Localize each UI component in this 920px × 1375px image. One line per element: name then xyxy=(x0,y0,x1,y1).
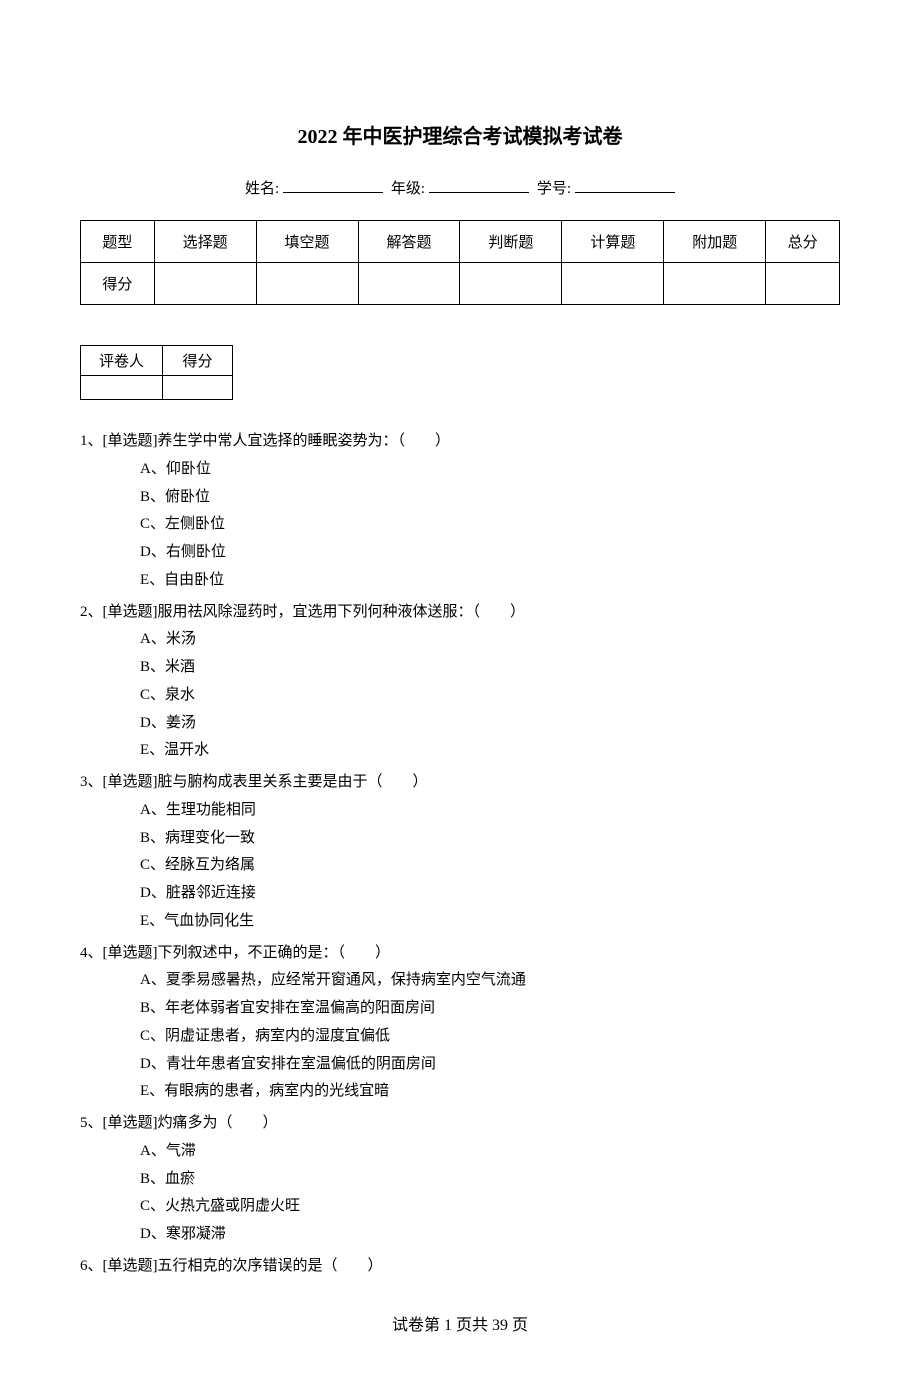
option: D、右侧卧位 xyxy=(140,539,840,567)
score-header-cell: 解答题 xyxy=(358,221,460,263)
question-stem: 2、[单选题]服用祛风除湿药时，宜选用下列何种液体送服：（ ） xyxy=(80,599,840,627)
option: B、米酒 xyxy=(140,654,840,682)
question: 2、[单选题]服用祛风除湿药时，宜选用下列何种液体送服：（ ）A、米汤B、米酒C… xyxy=(80,599,840,766)
question-stem: 4、[单选题]下列叙述中，不正确的是：（ ） xyxy=(80,940,840,968)
option: A、夏季易感暑热，应经常开窗通风，保持病室内空气流通 xyxy=(140,967,840,995)
score-cell xyxy=(766,263,840,305)
grader-table: 评卷人 得分 xyxy=(80,345,233,400)
option: C、经脉互为络属 xyxy=(140,852,840,880)
score-header-cell: 计算题 xyxy=(562,221,664,263)
question: 3、[单选题]脏与腑构成表里关系主要是由于（ ）A、生理功能相同B、病理变化一致… xyxy=(80,769,840,936)
name-label: 姓名: xyxy=(245,181,279,197)
option: D、姜汤 xyxy=(140,710,840,738)
option: B、年老体弱者宜安排在室温偏高的阳面房间 xyxy=(140,995,840,1023)
question: 6、[单选题]五行相克的次序错误的是（ ） xyxy=(80,1253,840,1281)
score-value-row: 得分 xyxy=(81,263,840,305)
option: E、有眼病的患者，病室内的光线宜暗 xyxy=(140,1078,840,1106)
score-header-row: 题型 选择题 填空题 解答题 判断题 计算题 附加题 总分 xyxy=(81,221,840,263)
score-header-cell: 判断题 xyxy=(460,221,562,263)
grade-blank xyxy=(429,178,529,193)
score-header-cell: 填空题 xyxy=(256,221,358,263)
option: D、脏器邻近连接 xyxy=(140,880,840,908)
option: B、俯卧位 xyxy=(140,484,840,512)
option: A、米汤 xyxy=(140,626,840,654)
option: E、气血协同化生 xyxy=(140,908,840,936)
grader-label: 评卷人 xyxy=(81,346,163,376)
option: E、自由卧位 xyxy=(140,567,840,595)
score-row-label: 得分 xyxy=(81,263,155,305)
score-cell xyxy=(664,263,766,305)
options: A、生理功能相同B、病理变化一致C、经脉互为络属D、脏器邻近连接E、气血协同化生 xyxy=(80,797,840,936)
grade-label: 年级: xyxy=(391,181,425,197)
score-header-cell: 题型 xyxy=(81,221,155,263)
name-blank xyxy=(283,178,383,193)
question: 4、[单选题]下列叙述中，不正确的是：（ ）A、夏季易感暑热，应经常开窗通风，保… xyxy=(80,940,840,1107)
score-cell xyxy=(562,263,664,305)
options: A、米汤B、米酒C、泉水D、姜汤E、温开水 xyxy=(80,626,840,765)
score-cell xyxy=(256,263,358,305)
score-header-cell: 总分 xyxy=(766,221,840,263)
option: A、仰卧位 xyxy=(140,456,840,484)
option: C、火热亢盛或阴虚火旺 xyxy=(140,1193,840,1221)
option: A、气滞 xyxy=(140,1138,840,1166)
option: D、青壮年患者宜安排在室温偏低的阴面房间 xyxy=(140,1051,840,1079)
questions-container: 1、[单选题]养生学中常人宜选择的睡眠姿势为：（ ）A、仰卧位B、俯卧位C、左侧… xyxy=(80,428,840,1281)
exam-title: 2022 年中医护理综合考试模拟考试卷 xyxy=(80,120,840,149)
option: C、左侧卧位 xyxy=(140,511,840,539)
option: B、病理变化一致 xyxy=(140,825,840,853)
options: A、气滞B、血瘀C、火热亢盛或阴虚火旺D、寒邪凝滞 xyxy=(80,1138,840,1249)
score-table: 题型 选择题 填空题 解答题 判断题 计算题 附加题 总分 得分 xyxy=(80,220,840,305)
question-stem: 1、[单选题]养生学中常人宜选择的睡眠姿势为：（ ） xyxy=(80,428,840,456)
id-label: 学号: xyxy=(537,181,571,197)
option: C、阴虚证患者，病室内的湿度宜偏低 xyxy=(140,1023,840,1051)
grader-score-blank xyxy=(163,376,233,400)
options: A、夏季易感暑热，应经常开窗通风，保持病室内空气流通B、年老体弱者宜安排在室温偏… xyxy=(80,967,840,1106)
score-cell xyxy=(358,263,460,305)
page-footer: 试卷第 1 页共 39 页 xyxy=(80,1311,840,1335)
score-cell xyxy=(460,263,562,305)
id-blank xyxy=(575,178,675,193)
score-cell xyxy=(154,263,256,305)
score-header-cell: 附加题 xyxy=(664,221,766,263)
question-stem: 5、[单选题]灼痛多为（ ） xyxy=(80,1110,840,1138)
option: A、生理功能相同 xyxy=(140,797,840,825)
option: C、泉水 xyxy=(140,682,840,710)
options: A、仰卧位B、俯卧位C、左侧卧位D、右侧卧位E、自由卧位 xyxy=(80,456,840,595)
grader-blank xyxy=(81,376,163,400)
grader-score-label: 得分 xyxy=(163,346,233,376)
option: D、寒邪凝滞 xyxy=(140,1221,840,1249)
score-header-cell: 选择题 xyxy=(154,221,256,263)
option: E、温开水 xyxy=(140,737,840,765)
question-stem: 6、[单选题]五行相克的次序错误的是（ ） xyxy=(80,1253,840,1281)
question: 1、[单选题]养生学中常人宜选择的睡眠姿势为：（ ）A、仰卧位B、俯卧位C、左侧… xyxy=(80,428,840,595)
option: B、血瘀 xyxy=(140,1166,840,1194)
student-info-line: 姓名: 年级: 学号: xyxy=(80,177,840,198)
question-stem: 3、[单选题]脏与腑构成表里关系主要是由于（ ） xyxy=(80,769,840,797)
question: 5、[单选题]灼痛多为（ ）A、气滞B、血瘀C、火热亢盛或阴虚火旺D、寒邪凝滞 xyxy=(80,1110,840,1249)
